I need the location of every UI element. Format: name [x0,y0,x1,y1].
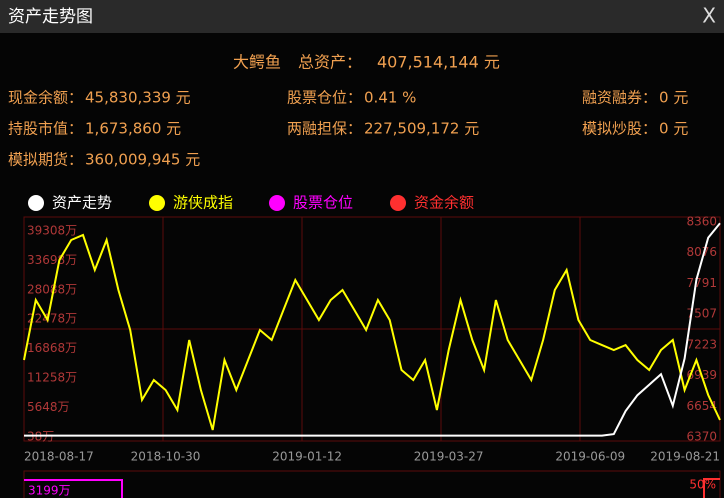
series-line [24,222,721,437]
x-tick-label: 2018-08-17 [24,450,94,464]
x-tick-label: 2019-08-21 [650,450,720,464]
stat-value: 0 元 [659,89,688,107]
y-tick-label: 16868万 [27,341,77,355]
close-button[interactable]: X [702,4,716,28]
stat-label: 模拟炒股： [582,120,657,138]
legend-label: 资金余额 [414,194,474,212]
y-tick-label: 22478万 [27,312,77,326]
x-tick-label: 2019-03-27 [414,450,484,464]
legend-label: 股票仓位 [293,194,353,212]
total-value: 407,514,144 元 [377,53,500,72]
stat-label: 两融担保： [287,120,362,138]
stat-value: 45,830,339 元 [85,89,191,107]
stat-label: 模拟期货： [8,151,83,169]
stat-label: 持股市值： [8,120,83,138]
stat-label: 股票仓位： [287,89,362,107]
y2-tick-label: 8360 [686,215,717,229]
stat-value: 1,673,860 元 [85,120,181,138]
player-name: 大鳄鱼 [233,53,281,72]
y-tick-label: 33698万 [27,253,77,267]
bottom-position-line [24,479,123,498]
y-tick-label: 11258万 [27,371,77,385]
bottom-panel [23,470,721,498]
y-tick-label: 5648万 [27,400,70,414]
title-bar [0,0,724,33]
x-tick-label: 2019-06-09 [555,450,625,464]
stat-value: 227,509,172 元 [364,120,479,138]
y2-tick-label: 7223 [686,337,717,351]
x-tick-label: 2018-10-30 [131,450,201,464]
y-tick-label: 28088万 [27,282,77,296]
series-line [23,233,721,431]
y-tick-label: 39308万 [27,223,77,237]
legend-label: 资产走势 [52,194,112,212]
stat-label: 现金余额： [8,89,83,107]
x-tick-label: 2019-01-12 [272,450,342,464]
legend-swatch [28,195,44,211]
legend-label: 游侠成指 [173,194,233,212]
stat-label: 融资融券： [582,89,657,107]
bottom-cash-line [703,478,720,498]
bottom-right-label: 50% [689,478,716,492]
window-title: 资产走势图 [8,7,93,27]
legend-swatch [269,195,285,211]
stat-value: 360,009,945 元 [85,151,200,169]
y2-tick-label: 7791 [686,276,717,290]
legend-swatch [390,195,406,211]
y2-tick-label: 6370 [686,430,717,444]
legend-swatch [149,195,165,211]
bottom-left-label: 3199万 [28,484,71,498]
y2-tick-label: 8076 [686,245,717,259]
stat-value: 0.41 % [364,89,416,107]
y2-tick-label: 7507 [686,307,717,321]
y2-tick-label: 6654 [686,399,717,413]
stat-value: 0 元 [659,120,688,138]
total-label: 总资产： [298,53,362,72]
